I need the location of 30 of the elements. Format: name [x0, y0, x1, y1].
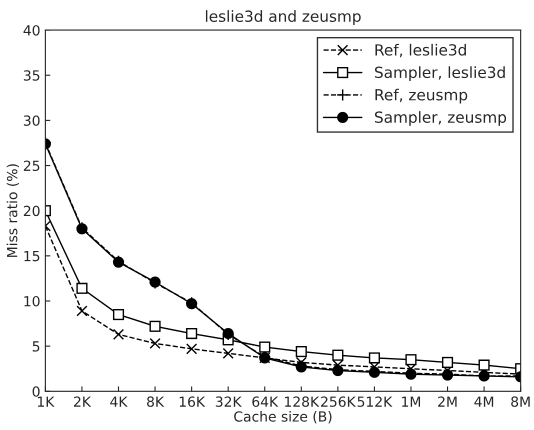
- y-tick-label: 10: [24, 296, 40, 306]
- legend-label: Sampler, zeusmp: [374, 111, 506, 126]
- y-tick-label: 0: [32, 386, 40, 397]
- y-tick-label: 20: [24, 206, 40, 216]
- x-tick-label: 2K: [74, 396, 92, 407]
- x-tick-label: 8K: [147, 396, 164, 407]
- x-tick-label: 1M: [402, 396, 420, 407]
- y-tick-label: 15: [24, 251, 40, 262]
- x-tick-label: 256K: [321, 396, 356, 407]
- y-axis-title: Miss ratio (%): [6, 164, 20, 257]
- x-tick-label: 8M: [511, 396, 530, 407]
- x-tick-label: 512K: [358, 396, 393, 407]
- x-axis-title: Cache size (B): [234, 410, 332, 424]
- legend-label: Ref, zeusmp: [375, 88, 468, 104]
- x-tick-label: 32K: [216, 396, 242, 407]
- x-tick-label: 16K: [180, 396, 206, 407]
- x-tick-label: 1K: [38, 396, 55, 407]
- legend-label: Sampler, leslie3d: [374, 66, 505, 82]
- x-tick-label: 4M: [474, 396, 494, 407]
- y-tick-label: 30: [24, 115, 40, 126]
- legend-label: Ref, leslie3d: [375, 44, 466, 58]
- y-tick-label: 35: [24, 70, 40, 81]
- x-tick-label: 4K: [110, 396, 128, 407]
- y-tick-label: 40: [24, 25, 40, 36]
- x-tick-label: 128K: [285, 396, 320, 407]
- x-tick-label: 2M: [438, 396, 457, 407]
- x-tick-label: 64K: [252, 396, 278, 407]
- y-tick-label: 25: [24, 160, 40, 172]
- chart-title: leslie3d and zeusmp: [206, 10, 361, 25]
- y-tick-label: 5: [32, 341, 40, 352]
